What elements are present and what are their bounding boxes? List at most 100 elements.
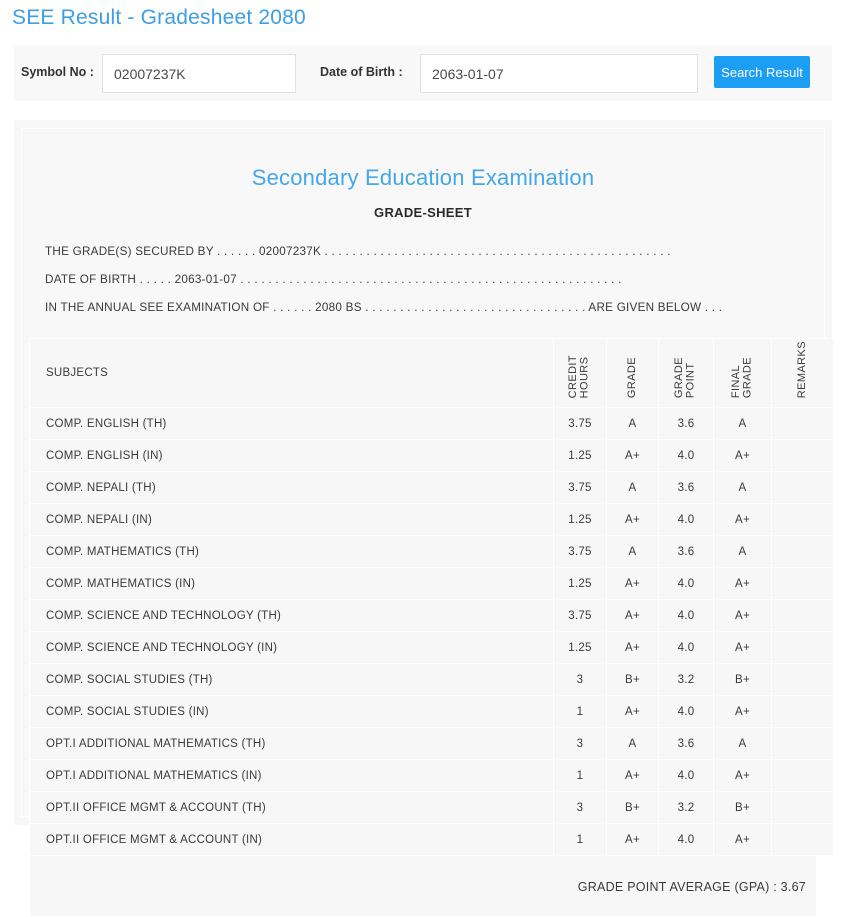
row-grade-point: 4.0: [658, 503, 714, 536]
row-grade-point: 4.0: [658, 567, 714, 600]
row-credit-hours: 1: [553, 759, 607, 792]
row-credit-hours: 1.25: [553, 631, 607, 664]
row-credit-hours: 3: [553, 727, 607, 760]
row-remarks: [771, 503, 834, 536]
date-of-birth-input[interactable]: [420, 54, 698, 93]
row-final-grade: A+: [713, 599, 772, 632]
marks-table-head: SUBJECTS CREDIT HOURS GRADE GRADE POINT …: [29, 338, 834, 408]
row-credit-hours: 3.75: [553, 599, 607, 632]
row-grade: A: [606, 535, 659, 568]
candidate-info-lines: THE GRADE(S) SECURED BY . . . . . . 0200…: [22, 238, 824, 322]
row-final-grade: A: [713, 727, 772, 760]
table-row: COMP. MATHEMATICS (IN) 1.25 A+ 4.0 A+: [29, 567, 834, 600]
page-title: SEE Result - Gradesheet 2080: [12, 6, 306, 29]
row-grade-point: 4.0: [658, 695, 714, 728]
table-row: COMP. MATHEMATICS (TH) 3.75 A 3.6 A: [29, 535, 834, 568]
row-grade: B+: [606, 663, 659, 696]
row-grade: A+: [606, 823, 659, 856]
info-line-date-of-birth: DATE OF BIRTH . . . . . 2063-01-07 . . .…: [45, 273, 622, 286]
row-credit-hours: 3: [553, 791, 607, 824]
column-header-remarks: REMARKS: [771, 338, 834, 408]
row-subject: OPT.II OFFICE MGMT & ACCOUNT (IN): [29, 823, 554, 856]
column-header-grade-point-label: GRADE POINT: [673, 356, 697, 398]
row-credit-hours: 3.75: [553, 535, 607, 568]
row-grade-point: 3.6: [658, 535, 714, 568]
column-header-grade: GRADE: [606, 338, 659, 408]
row-grade-point: 3.2: [658, 791, 714, 824]
row-grade: A+: [606, 567, 659, 600]
table-row: COMP. NEPALI (TH) 3.75 A 3.6 A: [29, 471, 834, 504]
row-credit-hours: 3.75: [553, 407, 607, 440]
grade-point-average: GRADE POINT AVERAGE (GPA) : 3.67: [577, 880, 806, 894]
row-grade: A: [606, 471, 659, 504]
symbol-no-label: Symbol No :: [21, 65, 94, 79]
row-grade-point: 3.6: [658, 407, 714, 440]
row-remarks: [771, 471, 834, 504]
column-header-grade-point: GRADE POINT: [658, 338, 714, 408]
gradesheet-subtitle: GRADE-SHEET: [374, 205, 472, 220]
row-remarks: [771, 567, 834, 600]
row-grade: A+: [606, 503, 659, 536]
row-grade-point: 4.0: [658, 631, 714, 664]
row-subject: COMP. SCIENCE AND TECHNOLOGY (IN): [29, 631, 554, 664]
row-subject: COMP. NEPALI (TH): [29, 471, 554, 504]
info-line-exam-year: IN THE ANNUAL SEE EXAMINATION OF . . . .…: [45, 301, 723, 314]
row-final-grade: A: [713, 407, 772, 440]
row-remarks: [771, 791, 834, 824]
table-row: OPT.I ADDITIONAL MATHEMATICS (IN) 1 A+ 4.0 A…: [29, 759, 834, 792]
row-remarks: [771, 407, 834, 440]
info-line-grades-secured: THE GRADE(S) SECURED BY . . . . . . 0200…: [45, 245, 671, 258]
row-grade: B+: [606, 791, 659, 824]
row-final-grade: A+: [713, 695, 772, 728]
column-header-final-grade-label: FINAL GRADE: [729, 356, 754, 398]
row-grade-point: 4.0: [658, 759, 714, 792]
row-subject: COMP. SOCIAL STUDIES (TH): [29, 663, 554, 696]
table-row: COMP. SCIENCE AND TECHNOLOGY (TH) 3.75 A+ 4…: [29, 599, 834, 632]
column-header-credit-hours-label: CREDIT HOURS: [567, 354, 591, 398]
row-grade-point: 3.6: [658, 471, 714, 504]
table-row: OPT.II OFFICE MGMT & ACCOUNT (IN) 1 A+ 4.0 A…: [29, 823, 834, 856]
table-row: COMP. SOCIAL STUDIES (TH) 3 B+ 3.2 B+: [29, 663, 834, 696]
gpa-area: GRADE POINT AVERAGE (GPA) : 3.67: [29, 856, 817, 917]
row-subject: COMP. MATHEMATICS (IN): [29, 567, 554, 600]
table-row: OPT.I ADDITIONAL MATHEMATICS (TH) 3 A 3.6 A: [29, 727, 834, 760]
row-grade: A+: [606, 439, 659, 472]
row-credit-hours: 1.25: [553, 439, 607, 472]
row-credit-hours: 3.75: [553, 471, 607, 504]
row-final-grade: A+: [713, 503, 772, 536]
table-row: COMP. SOCIAL STUDIES (IN) 1 A+ 4.0 A+: [29, 695, 834, 728]
table-row: OPT.II OFFICE MGMT & ACCOUNT (TH) 3 B+ 3.2 B…: [29, 791, 834, 824]
gradesheet-inner: Secondary Education Examination GRADE-SH…: [21, 128, 834, 917]
row-grade: A+: [606, 759, 659, 792]
row-subject: COMP. NEPALI (IN): [29, 503, 554, 536]
column-header-remarks-label: REMARKS: [795, 340, 808, 398]
row-grade-point: 3.6: [658, 727, 714, 760]
row-subject: COMP. SOCIAL STUDIES (IN): [29, 695, 554, 728]
row-grade-point: 4.0: [658, 439, 714, 472]
symbol-no-input[interactable]: [102, 54, 296, 93]
row-final-grade: A+: [713, 439, 772, 472]
column-header-subjects: SUBJECTS: [29, 338, 554, 408]
table-row: COMP. NEPALI (IN) 1.25 A+ 4.0 A+: [29, 503, 834, 536]
gradesheet-panel: Secondary Education Examination GRADE-SH…: [14, 120, 834, 917]
row-grade-point: 4.0: [658, 599, 714, 632]
date-of-birth-label: Date of Birth :: [320, 65, 403, 79]
row-final-grade: A: [713, 471, 772, 504]
row-remarks: [771, 663, 834, 696]
row-final-grade: B+: [713, 663, 772, 696]
row-credit-hours: 3: [553, 663, 607, 696]
column-header-credit-hours: CREDIT HOURS: [553, 338, 607, 408]
table-row: COMP. ENGLISH (IN) 1.25 A+ 4.0 A+: [29, 439, 834, 472]
row-remarks: [771, 599, 834, 632]
row-subject: COMP. ENGLISH (IN): [29, 439, 554, 472]
search-result-button[interactable]: Search Result: [714, 56, 810, 88]
marks-table-body: COMP. ENGLISH (TH) 3.75 A 3.6 A COMP. ENGLISH…: [29, 407, 834, 856]
row-remarks: [771, 631, 834, 664]
row-subject: COMP. ENGLISH (TH): [29, 407, 554, 440]
row-remarks: [771, 727, 834, 760]
row-subject: OPT.I ADDITIONAL MATHEMATICS (IN): [29, 759, 554, 792]
row-subject: OPT.II OFFICE MGMT & ACCOUNT (TH): [29, 791, 554, 824]
row-grade: A+: [606, 631, 659, 664]
row-credit-hours: 1: [553, 823, 607, 856]
row-grade: A+: [606, 695, 659, 728]
